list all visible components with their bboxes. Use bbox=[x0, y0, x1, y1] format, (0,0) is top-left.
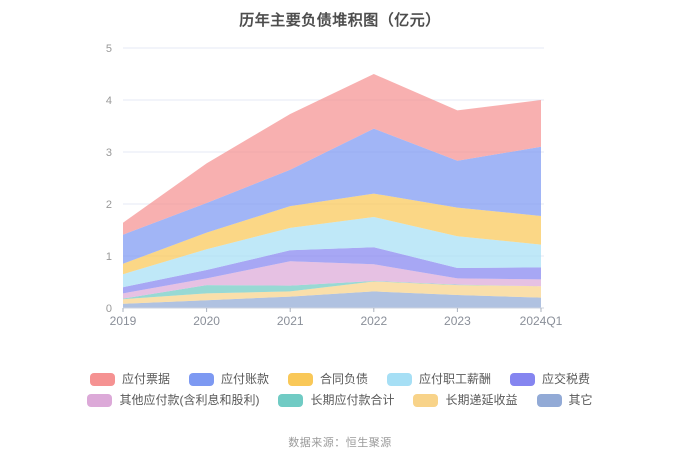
legend-swatch-icon bbox=[536, 393, 562, 407]
y-axis-tick-label: 4 bbox=[106, 95, 112, 107]
stacked-area-chart: 0 1 2 3 4 5 2019 2020 2021 2022 2023 2024Q1 bbox=[106, 43, 563, 328]
x-axis-tick-label: 2019 bbox=[110, 314, 137, 328]
series-area[interactable] bbox=[123, 281, 541, 304]
series-area[interactable] bbox=[123, 74, 541, 235]
legend-item[interactable]: 长期应付款合计 bbox=[278, 393, 394, 407]
legend-swatch-icon bbox=[87, 393, 113, 407]
legend-item[interactable]: 合同负债 bbox=[287, 372, 368, 386]
legend-item-label: 合同负债 bbox=[319, 372, 368, 386]
legend-item[interactable]: 其它 bbox=[536, 393, 593, 407]
chart-title: 历年主要负债堆积图（亿元） bbox=[239, 12, 441, 29]
legend-item[interactable]: 其他应付款(含利息和股利) bbox=[87, 393, 259, 407]
x-axis-tick-label: 2022 bbox=[360, 314, 387, 328]
data-source-label: 数据来源：恒生聚源 bbox=[288, 437, 392, 449]
legend-swatch-icon bbox=[278, 393, 304, 407]
legend-row-2: 其他应付款(含利息和股利) 长期应付款合计 长期递延收益 其它 bbox=[87, 393, 593, 407]
legend-item-label: 应付职工薪酬 bbox=[419, 372, 492, 386]
y-axis-tick-label: 1 bbox=[106, 251, 112, 263]
series-area[interactable] bbox=[123, 217, 541, 288]
legend-item-label: 其它 bbox=[568, 393, 593, 407]
legend-swatch-icon bbox=[413, 393, 439, 407]
y-axis-tick-label: 2 bbox=[106, 199, 112, 211]
legend-item-label: 应交税费 bbox=[542, 372, 591, 386]
legend-swatch-icon bbox=[287, 372, 313, 386]
legend-item[interactable]: 应付票据 bbox=[89, 372, 170, 386]
legend-swatch-icon bbox=[188, 372, 214, 386]
legend-item-label: 其他应付款(含利息和股利) bbox=[119, 393, 260, 407]
legend-item-label: 应付票据 bbox=[121, 372, 170, 386]
chart-legend: 应付票据 应付账款 合同负债 应付职工薪酬 应交税费 其他应付款(含利息和股利) 长期应付… bbox=[0, 372, 680, 407]
x-axis-tick-label: 2024Q1 bbox=[520, 314, 563, 328]
series-area[interactable] bbox=[123, 193, 541, 275]
series-area[interactable] bbox=[123, 291, 541, 308]
series-area[interactable] bbox=[123, 261, 541, 299]
y-axis-tick-label: 3 bbox=[106, 147, 112, 159]
legend-item[interactable]: 应付账款 bbox=[188, 372, 269, 386]
y-axis-tick-label: 5 bbox=[106, 43, 112, 55]
series-area[interactable] bbox=[123, 281, 541, 300]
legend-swatch-icon bbox=[89, 372, 115, 386]
legend-swatch-icon bbox=[510, 372, 536, 386]
legend-item-label: 长期应付款合计 bbox=[310, 393, 395, 407]
x-axis-tick-label: 2021 bbox=[277, 314, 304, 328]
series-area[interactable] bbox=[123, 128, 541, 264]
x-axis-tick-label: 2023 bbox=[444, 314, 471, 328]
x-axis-tick-label: 2020 bbox=[193, 314, 220, 328]
series-area[interactable] bbox=[123, 247, 541, 294]
legend-item-label: 应付账款 bbox=[220, 372, 269, 386]
y-axis-tick-label: 0 bbox=[106, 303, 112, 315]
legend-row-1: 应付票据 应付账款 合同负债 应付职工薪酬 应交税费 bbox=[89, 372, 590, 386]
legend-item-label: 长期递延收益 bbox=[445, 393, 518, 407]
legend-item[interactable]: 应交税费 bbox=[510, 372, 590, 386]
legend-item[interactable]: 应付职工薪酬 bbox=[387, 372, 491, 386]
legend-item[interactable]: 长期递延收益 bbox=[413, 393, 518, 407]
legend-swatch-icon bbox=[387, 372, 412, 386]
